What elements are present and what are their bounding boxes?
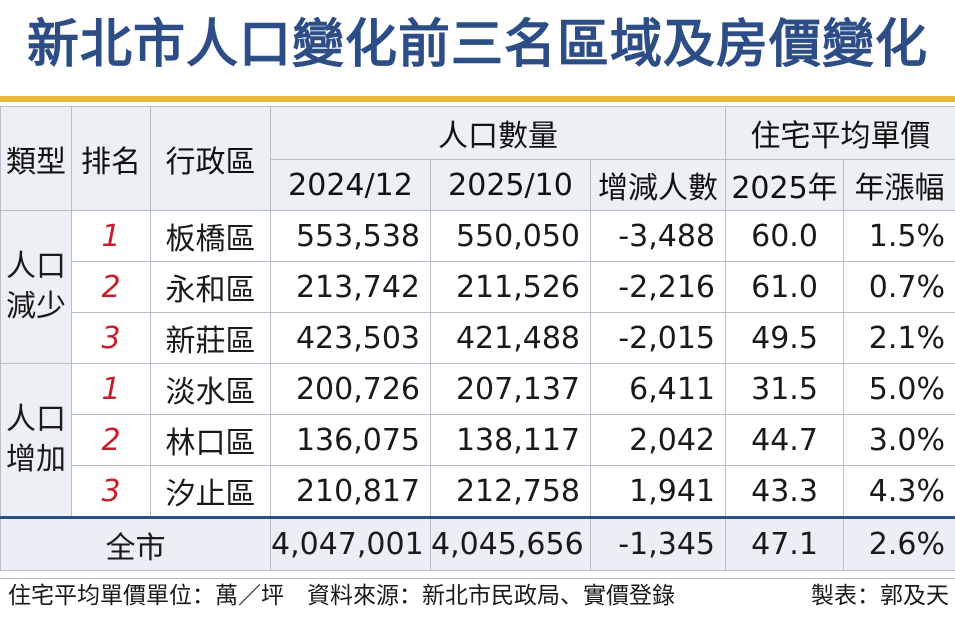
pop-2024-cell: 210,817 [270,465,431,518]
district-cell: 淡水區 [150,363,271,415]
change-cell: 6,411 [589,363,727,415]
table-row: 人口增加 1 淡水區 200,726 207,137 6,411 31.5 5.… [0,363,955,518]
change-cell: -2,015 [589,312,727,364]
header-population: 人口數量 [269,106,727,160]
price-cell: 60.0 [725,210,845,262]
price-cell: 31.5 [725,363,845,415]
price-cell: 43.3 [725,465,845,518]
total-change: -1,345 [589,516,727,571]
district-cell: 林口區 [150,414,271,466]
growth-cell: 4.3% [843,465,955,518]
header-growth: 年漲幅 [843,159,955,211]
pop-2025-cell: 421,488 [430,312,591,364]
pop-2024-cell: 200,726 [270,363,431,415]
population-table: 類型 排名 行政區 人口數量 住宅平均單價 2024/12 2025/10 增減… [0,106,955,571]
change-cell: -2,216 [589,261,727,313]
change-cell: -3,488 [589,210,727,262]
pop-2024-cell: 136,075 [270,414,431,466]
growth-cell: 2.1% [843,312,955,364]
change-cell: 2,042 [589,414,727,466]
growth-cell: 5.0% [843,363,955,415]
table-row: 3 新莊區 423,503 421,488 -2,015 49.5 2.1% [1,312,955,364]
source-note: 住宅平均單價單位：萬／坪 資料來源：新北市民政局、實價登錄 [8,583,675,609]
total-price: 47.1 [725,516,845,571]
growth-cell: 0.7% [843,261,955,313]
header-pop-2025: 2025/10 [430,159,591,211]
type-label-increase: 人口增加 [0,363,72,518]
rank-cell: 2 [71,414,151,466]
title-underline [0,96,955,102]
header-price: 住宅平均單價 [725,106,955,160]
pop-2025-cell: 207,137 [430,363,591,415]
pop-2025-cell: 550,050 [430,210,591,262]
district-cell: 永和區 [150,261,271,313]
page-title: 新北市人口變化前三名區域及房價變化 [26,15,928,75]
total-growth: 2.6% [843,516,955,571]
footer: 住宅平均單價單位：萬／坪 資料來源：新北市民政局、實價登錄 製表：郭及天 [0,578,955,619]
type-label-decrease: 人口減少 [0,210,72,364]
table-row: 2 林口區 136,075 138,117 2,042 44.7 3.0% [1,414,955,466]
total-label: 全市 [0,516,271,571]
header-rank: 排名 [71,106,151,211]
price-cell: 61.0 [725,261,845,313]
table-row: 人口減少 1 板橋區 553,538 550,050 -3,488 60.0 1… [0,210,955,364]
table-row: 2 永和區 213,742 211,526 -2,216 61.0 0.7% [1,261,955,313]
pop-2024-cell: 213,742 [270,261,431,313]
pop-2025-cell: 212,758 [430,465,591,518]
pop-2024-cell: 423,503 [270,312,431,364]
district-cell: 板橋區 [150,210,271,262]
change-cell: 1,941 [589,465,727,518]
rank-cell: 1 [71,363,151,415]
district-cell: 新莊區 [150,312,271,364]
rank-cell: 1 [71,210,151,262]
author-credit: 製表：郭及天 [811,583,949,609]
district-cell: 汐止區 [150,465,271,518]
price-cell: 49.5 [725,312,845,364]
header-district: 行政區 [150,106,271,211]
total-row: 全市 4,047,001 4,045,656 -1,345 47.1 2.6% [0,516,955,571]
growth-cell: 3.0% [843,414,955,466]
pop-2025-cell: 211,526 [430,261,591,313]
rank-cell: 3 [71,465,151,518]
rank-cell: 2 [71,261,151,313]
table-row: 3 汐止區 210,817 212,758 1,941 43.3 4.3% [1,465,955,518]
header-change: 增減人數 [589,159,727,211]
rank-cell: 3 [71,312,151,364]
pop-2024-cell: 553,538 [270,210,431,262]
header-type: 類型 [0,106,72,211]
growth-cell: 1.5% [843,210,955,262]
total-pop-2025: 4,045,656 [430,516,591,571]
header-price-2025: 2025年 [725,159,845,211]
price-cell: 44.7 [725,414,845,466]
pop-2025-cell: 138,117 [430,414,591,466]
header-pop-2024: 2024/12 [270,159,431,211]
total-pop-2024: 4,047,001 [270,516,431,571]
